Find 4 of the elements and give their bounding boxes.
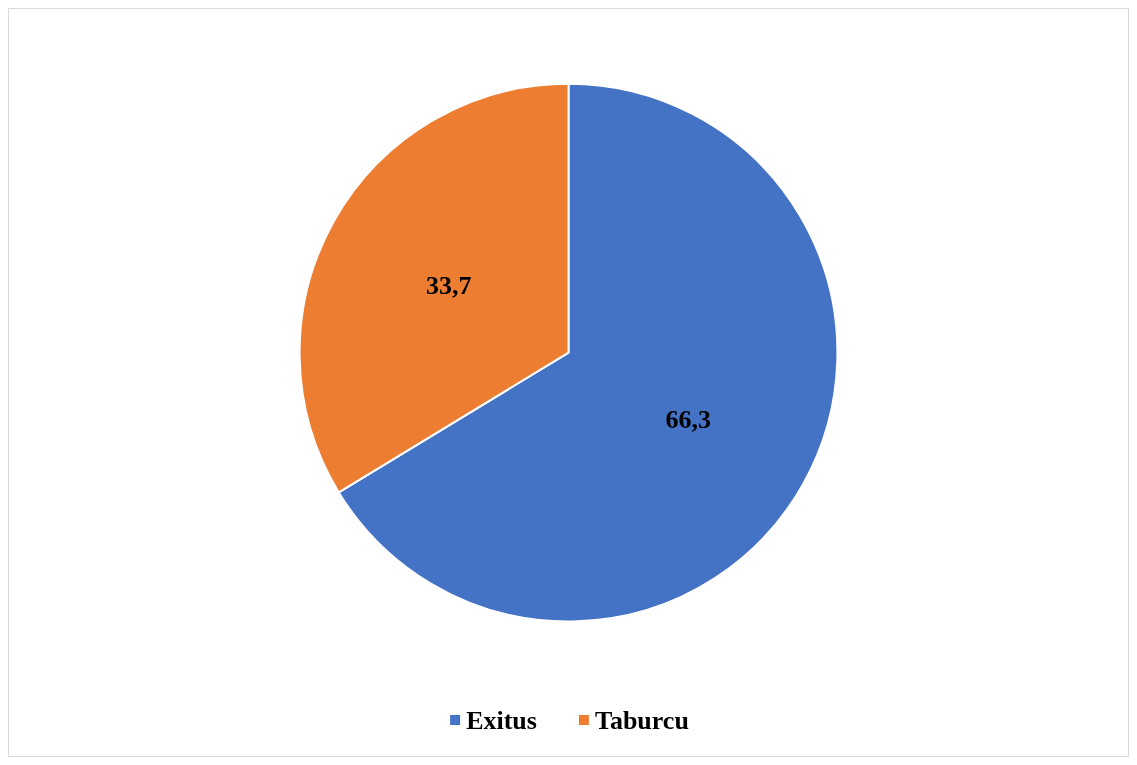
legend-label: Taburcu [594,705,689,735]
data-label: 33,7 [425,270,472,300]
data-label: 66,3 [665,405,712,435]
legend-label: Exitus [466,705,537,735]
